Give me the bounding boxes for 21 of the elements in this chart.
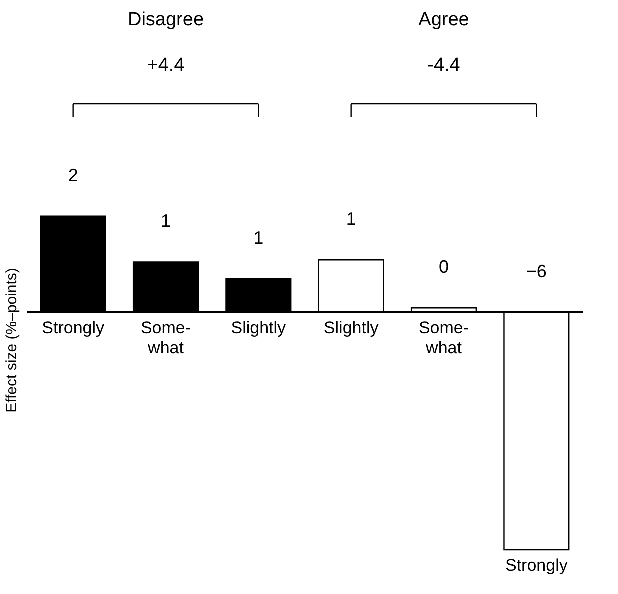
text: Disagree	[128, 10, 204, 30]
data-label: 1	[254, 228, 264, 248]
bar	[318, 260, 384, 313]
data-label: 1	[160, 211, 172, 232]
bar	[226, 278, 292, 313]
bar	[40, 216, 106, 313]
data-label: 2	[68, 165, 78, 186]
x-tick-label: Strongly	[42, 318, 106, 338]
bar	[132, 262, 200, 313]
bar	[504, 312, 570, 551]
x-tick-label: Some- what	[140, 318, 192, 358]
y-axis-title: Effect size (%–points)	[4, 268, 20, 413]
x-tick-label: Slightly	[324, 318, 380, 338]
data-label: 1	[346, 209, 356, 230]
text: +4.4	[147, 55, 186, 76]
x-tick-label: Slightly	[231, 318, 287, 338]
text: -4.4	[428, 55, 461, 76]
data-label: −6	[526, 261, 547, 282]
text: Agree	[418, 10, 470, 30]
data-label: 0	[438, 257, 450, 278]
x-tick-label: Some- what	[418, 318, 470, 358]
